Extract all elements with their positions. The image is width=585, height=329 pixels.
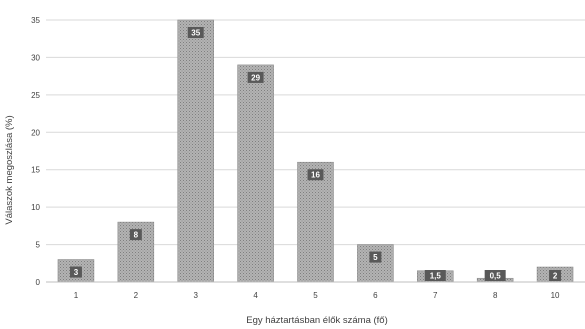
bar-5 <box>297 161 334 283</box>
data-label-text: 1,5 <box>430 272 442 281</box>
y-axis-title: Válaszok megoszlása (%) <box>4 115 15 224</box>
y-tick-label: 10 <box>31 203 40 212</box>
bar-4 <box>237 64 274 283</box>
x-tick-label: 5 <box>313 291 318 300</box>
x-tick-label: 10 <box>551 291 560 300</box>
data-label-text: 8 <box>134 231 139 240</box>
x-tick-label: 4 <box>253 291 258 300</box>
y-axis-ticks: 0 5 10 15 20 25 30 35 <box>31 16 40 287</box>
data-label: 35 <box>187 27 204 38</box>
data-label: 0,5 <box>484 270 506 281</box>
data-label: 5 <box>369 251 382 263</box>
data-label-text: 16 <box>311 171 320 180</box>
x-tick-label: 2 <box>134 291 139 300</box>
data-label-box <box>69 266 82 278</box>
data-label: 1,5 <box>424 270 446 281</box>
data-label: 16 <box>307 169 324 181</box>
data-label-box <box>129 229 142 241</box>
x-tick-label: 8 <box>493 291 498 300</box>
bar-3 <box>177 19 214 283</box>
data-label-text: 35 <box>191 29 200 38</box>
y-tick-label: 15 <box>31 166 40 175</box>
x-tick-label: 7 <box>433 291 438 300</box>
data-label-text: 29 <box>251 73 260 82</box>
x-tick-label: 1 <box>74 291 79 300</box>
data-label-box <box>484 270 506 281</box>
bars <box>57 19 574 283</box>
data-label-box <box>187 27 204 38</box>
data-label-text: 0,5 <box>490 272 502 281</box>
x-axis-title: Egy háztartásban élők száma (fő) <box>246 315 388 326</box>
data-label-box <box>369 251 382 263</box>
x-tick-label: 6 <box>373 291 378 300</box>
data-label: 8 <box>129 229 142 241</box>
y-tick-label: 30 <box>31 53 40 62</box>
data-label-box <box>247 71 264 83</box>
y-tick-label: 20 <box>31 128 40 137</box>
data-label: 29 <box>247 71 264 83</box>
data-label-text: 5 <box>373 253 378 262</box>
x-axis-ticks: 1 2 3 4 5 6 7 8 10 <box>74 291 560 300</box>
data-label-box <box>549 270 562 281</box>
data-label-text: 2 <box>553 272 558 281</box>
y-tick-label: 5 <box>36 241 41 250</box>
y-tick-label: 0 <box>36 278 41 287</box>
data-label-text: 3 <box>74 268 79 277</box>
x-tick-label: 3 <box>193 291 198 300</box>
data-label-box <box>424 270 446 281</box>
data-label: 3 <box>69 266 82 278</box>
data-label: 2 <box>549 270 562 281</box>
y-tick-label: 25 <box>31 91 40 100</box>
y-tick-label: 35 <box>31 16 40 25</box>
bar-6 <box>357 244 394 283</box>
data-label-box <box>307 169 324 181</box>
data-labels: 3 8 35 29 16 5 1,5 0,5 2 <box>69 27 562 281</box>
